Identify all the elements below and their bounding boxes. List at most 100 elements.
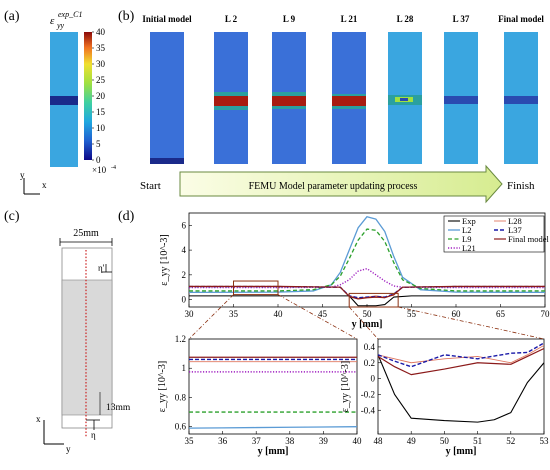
panel-c-label: (c) [4, 209, 20, 224]
panel-b-label: (b) [118, 9, 135, 24]
x-tick-label: 39 [319, 436, 329, 446]
y-axis-label: ε_yy [10^-3] [157, 361, 168, 412]
y-tick-label: 0.8 [175, 392, 187, 402]
panel-d: (d) 30 35 40 45 50 55 60 65 70 0 2 4 6 y [mm] ε_yy [10… [118, 209, 550, 457]
x-tick-label: 51 [473, 436, 482, 446]
x-tick-label: 52 [506, 436, 515, 446]
specimen-L9 [272, 32, 306, 164]
zoom-box-right [348, 292, 399, 308]
series-group [378, 342, 544, 423]
y-tick-label: 4 [182, 245, 187, 255]
model-label: L 9 [283, 14, 296, 24]
colorbar-tick-label: 35 [96, 43, 106, 53]
panel-d-label: (d) [118, 209, 135, 224]
chart-zoom-left: 35 36 37 38 39 40 0.6 0.8 1 1.2 y [mm] ε_yy [10^-3] [157, 334, 362, 457]
x-tick-label: 65 [496, 309, 506, 319]
colorbar-ticks: 40 35 30 25 20 15 10 5 0 [92, 27, 106, 165]
specimen-L21 [332, 32, 366, 164]
finish-label: Finish [507, 180, 535, 192]
legend-entry: L9 [462, 234, 471, 244]
strain-sup: exp_C1 [58, 10, 82, 19]
x-tick-label: 50 [440, 436, 450, 446]
series-group [189, 216, 545, 307]
series-line-exp [378, 354, 544, 423]
x-tick-label: 50 [363, 309, 373, 319]
x-axis-label: y [mm] [446, 446, 477, 457]
axis-y-label: y [20, 170, 25, 180]
eta-top-label: η' [98, 263, 105, 273]
series-line-exp [189, 295, 545, 307]
eta-bottom-label: η [91, 430, 96, 440]
series-line-l28 [378, 344, 544, 364]
specimen-L28 [388, 32, 422, 164]
y-axis-label: ε_yy [10^-3] [159, 234, 170, 285]
y-tick-label: 0 [182, 295, 187, 305]
zoom-connector [398, 306, 545, 340]
x-tick-label: 53 [540, 436, 550, 446]
model-label: L 21 [341, 14, 358, 24]
x-tick-label: 35 [229, 309, 239, 319]
colorbar-tick-label: 30 [96, 59, 106, 69]
series-line-final-model [378, 347, 544, 376]
y-tick-label: 1 [182, 363, 187, 373]
y-tick-label: 6 [182, 220, 187, 230]
colorbar-exponent: -4 [111, 165, 116, 171]
x-tick-label: 40 [353, 436, 363, 446]
model-label: L 37 [453, 14, 470, 24]
colorbar-tick-label: 20 [96, 91, 106, 101]
y-tick-label: -0.2 [361, 389, 375, 399]
x-tick-label: 70 [541, 309, 550, 319]
colorbar-multiplier: ×10 [92, 165, 107, 175]
legend-entry: Final model [508, 234, 549, 244]
x-tick-label: 40 [274, 309, 284, 319]
axis-c-x-label: x [36, 414, 41, 424]
colorbar [84, 32, 92, 160]
zoom-box-left [233, 280, 279, 296]
legend-entry: L37 [508, 225, 522, 235]
model-label: L 2 [225, 14, 238, 24]
model-label: Initial model [142, 14, 192, 24]
colorbar-tick-label: 40 [96, 27, 106, 37]
x-tick-label: 30 [185, 309, 195, 319]
x-tick-label: 35 [185, 436, 195, 446]
colorbar-tick-label: 0 [96, 155, 101, 165]
strain-sub: yy [56, 21, 65, 30]
x-tick-label: 37 [252, 436, 262, 446]
legend-entry: L2 [462, 225, 471, 235]
y-tick-label: 0.4 [364, 342, 376, 352]
x-tick-label: 38 [285, 436, 295, 446]
zoom-connector [188, 294, 234, 340]
series-line-l9 [189, 228, 545, 292]
y-tick-label: 0.6 [175, 422, 187, 432]
zoom-markers [188, 280, 545, 340]
series-line-final-model [189, 285, 545, 300]
zoom-connector [277, 294, 358, 340]
legend-entry: L28 [508, 216, 522, 226]
strain-band [50, 96, 78, 105]
x-tick-label: 45 [318, 309, 328, 319]
height-label: 13mm [106, 403, 131, 413]
series-line-l37 [378, 342, 544, 368]
colorbar-tick-label: 5 [96, 139, 101, 149]
y-tick-label: 0 [371, 374, 376, 384]
colorbar-tick-label: 25 [96, 75, 106, 85]
specimen-initial [150, 32, 184, 164]
series-line-l2 [189, 426, 357, 429]
start-label: Start [140, 180, 161, 192]
specimen-final [504, 32, 538, 164]
legend-box [443, 215, 545, 253]
x-tick-label: 55 [407, 309, 417, 319]
x-tick-label: 36 [218, 436, 228, 446]
width-label: 25mm [73, 228, 99, 239]
y-tick-label: -0.4 [361, 405, 376, 415]
colorbar-tick-label: 10 [96, 123, 106, 133]
y-axis-label: ε_yy [10^-3] [340, 361, 351, 412]
x-tick-label: 48 [374, 436, 384, 446]
x-tick-label: 60 [452, 309, 462, 319]
panel-c: (c) 25mm η' η 13mm x y [4, 209, 131, 454]
plot-area [377, 338, 545, 435]
model-label: Final model [498, 14, 544, 24]
